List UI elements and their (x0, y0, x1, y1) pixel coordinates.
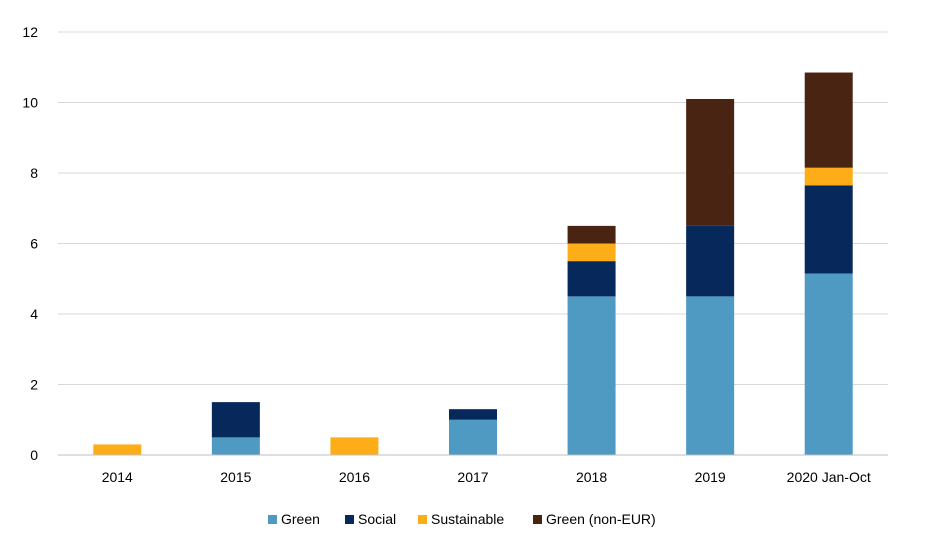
y-tick-label: 12 (22, 24, 38, 40)
y-tick-label: 6 (30, 236, 38, 252)
x-tick-label: 2019 (695, 469, 726, 485)
legend-swatch-green (268, 515, 277, 524)
y-tick-label: 0 (30, 447, 38, 463)
y-tick-label: 10 (22, 95, 38, 111)
bars (93, 72, 853, 455)
x-tick-label: 2015 (220, 469, 251, 485)
bar-green-2015 (211, 437, 260, 455)
bar-sustainable-2014 (93, 444, 142, 455)
x-tick-label: 2014 (102, 469, 133, 485)
bar-sustainable-2020-jan-oct (804, 167, 853, 186)
legend-label-green-non-eur: Green (non-EUR) (546, 511, 656, 527)
gridlines (58, 31, 888, 385)
legend-label-sustainable: Sustainable (431, 511, 504, 527)
bar-green-2020-jan-oct (804, 273, 853, 455)
bar-social-2019 (686, 225, 735, 297)
bar-green-2018 (567, 296, 616, 455)
y-tick-label: 4 (30, 306, 38, 322)
bar-green-2017 (449, 419, 497, 455)
y-tick-label: 2 (30, 377, 38, 393)
bar-sustainable-2018 (567, 243, 616, 262)
bar-green-non-eur-2019 (686, 98, 735, 226)
legend-label-social: Social (358, 511, 396, 527)
bar-social-2020-jan-oct (804, 185, 853, 274)
legend-swatch-social (345, 515, 354, 524)
legend-swatch-green-non-eur (533, 515, 542, 524)
bar-social-2018 (567, 261, 616, 297)
bar-green-2019 (686, 296, 735, 455)
bar-social-2015 (211, 402, 260, 438)
x-tick-label: 2016 (339, 469, 370, 485)
x-tick-label: 2020 Jan-Oct (787, 469, 871, 485)
bar-social-2017 (449, 409, 497, 420)
bar-sustainable-2016 (330, 437, 379, 455)
x-tick-label: 2017 (457, 469, 488, 485)
y-axis-ticks: 0 2 4 6 8 10 12 (22, 24, 38, 463)
bar-green-non-eur-2018 (567, 225, 616, 244)
y-tick-label: 8 (30, 165, 38, 181)
x-tick-label: 2018 (576, 469, 607, 485)
bar-green-non-eur-2020-jan-oct (804, 72, 853, 168)
legend-swatch-sustainable (418, 515, 427, 524)
legend: Green Social Sustainable Green (non-EUR) (268, 511, 656, 527)
x-axis-ticks: 2014 2015 2016 2017 2018 2019 2020 Jan-Oct (102, 469, 871, 485)
legend-label-green: Green (281, 511, 320, 527)
